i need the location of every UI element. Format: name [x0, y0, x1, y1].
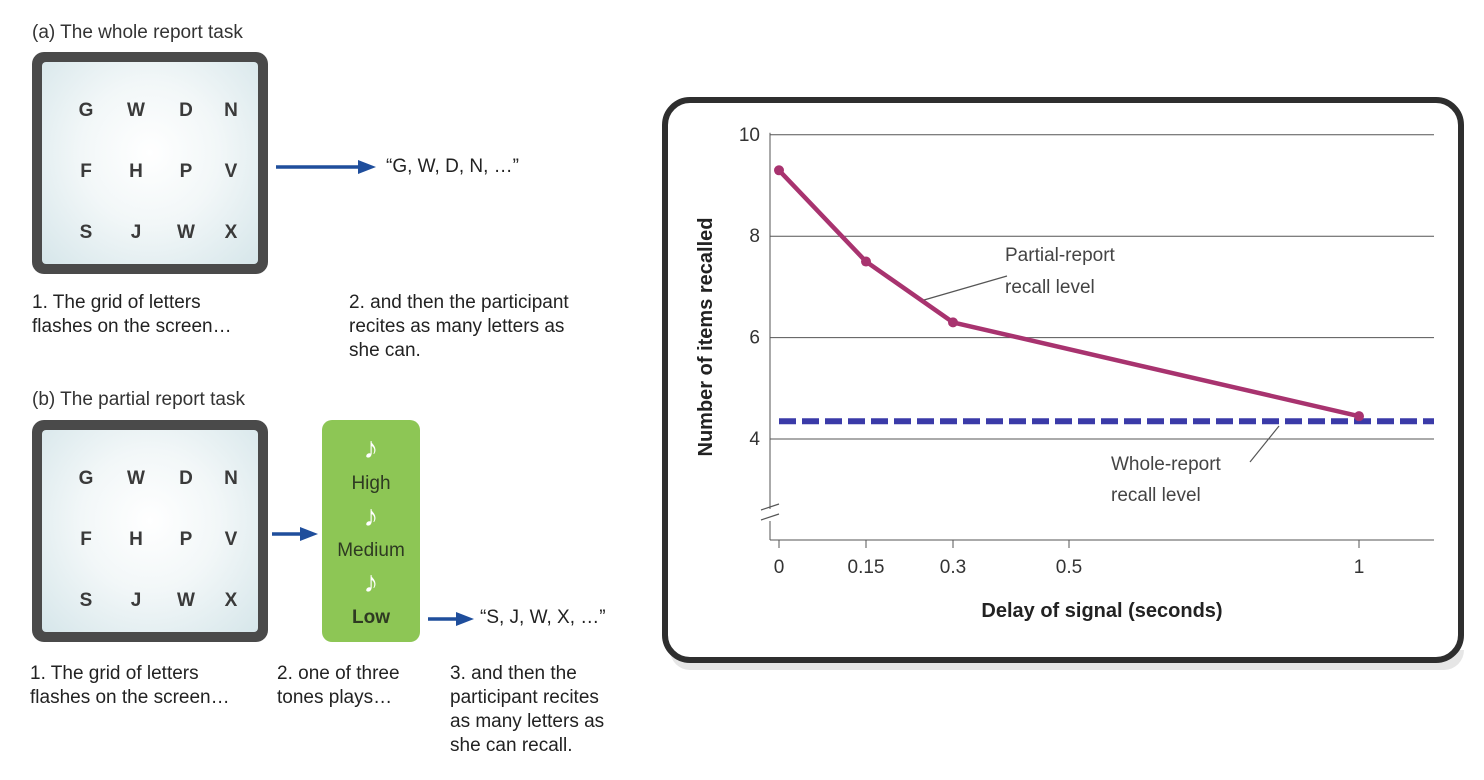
caption-line: 1. The grid of letters: [30, 663, 199, 684]
chart-labels: 4 6 8 10 0 0.15 0.3 0.5 1 Delay of signal (second…: [695, 125, 1364, 622]
grid-letter: P: [179, 161, 193, 182]
grid-letter: W: [177, 222, 195, 243]
panel-b-response-arrow-icon: [428, 612, 474, 626]
grid-letter: W: [127, 468, 145, 489]
caption-line: flashes on the screen…: [30, 687, 230, 708]
panel-a-response: “G, W, D, N, …”: [386, 156, 519, 177]
x-tick-label: 0.3: [940, 557, 966, 578]
panel-b-title: (b) The partial report task: [32, 389, 245, 410]
axes: [760, 132, 1434, 548]
caption-line: 1. The grid of letters: [32, 292, 201, 313]
partial-report-line: [776, 168, 1362, 419]
music-note-icon: ♪: [363, 432, 379, 465]
grid-letter: N: [224, 468, 238, 489]
y-axis-title: Number of items recalled: [695, 218, 717, 457]
panel-a-caption-2: 2. and then the participant recites as m…: [349, 291, 569, 363]
x-tick-label: 1: [1354, 557, 1365, 578]
caption-line: 3. and then the: [450, 663, 577, 684]
y-tick-label: 4: [749, 429, 760, 450]
grid-letter: H: [129, 161, 143, 182]
partial-label-leader: [923, 275, 1008, 301]
tone-medium: Medium: [337, 540, 405, 561]
grid-letter: H: [129, 529, 143, 550]
grid-letter: P: [179, 529, 193, 550]
graph-frame: [662, 97, 1464, 663]
partial-report-point: [948, 317, 958, 328]
grid-letter: V: [224, 529, 238, 550]
tone-high: High: [351, 473, 391, 494]
grid-letter: X: [224, 590, 238, 611]
grid-letter: W: [177, 590, 195, 611]
panel-b-caption-2: 2. one of three tones plays…: [277, 662, 400, 710]
x-tick-label: 0: [774, 557, 785, 578]
caption-line: she can.: [349, 340, 421, 361]
grid-letter: W: [127, 100, 145, 121]
caption-line: 2. one of three: [277, 663, 400, 684]
grid-letter: D: [179, 468, 193, 489]
caption-line: as many letters as: [450, 711, 605, 732]
grid-letter: N: [224, 100, 238, 121]
music-note-icon: ♪: [363, 566, 379, 599]
panel-a-title: (a) The whole report task: [32, 22, 243, 43]
panel-b-arrow-icon: [272, 527, 318, 541]
caption-line: flashes on the screen…: [32, 316, 232, 337]
grid-letter: F: [80, 529, 92, 550]
recall-chart: 4 6 8 10 0 0.15 0.3 0.5 1 Delay of signal (second…: [695, 125, 1434, 622]
x-tick-label: 0.5: [1056, 557, 1082, 578]
grid-letter: S: [79, 222, 93, 243]
panel-b-response: “S, J, W, X, …”: [480, 607, 606, 628]
partial-label-line: recall level: [1005, 277, 1095, 298]
panel-b-caption-3: 3. and then the participant recites as m…: [450, 662, 604, 758]
grid-letter: G: [78, 100, 94, 121]
panel-a-arrow-icon: [276, 160, 376, 174]
partial-label-line: Partial-report: [1005, 245, 1116, 266]
grid-letter: X: [224, 222, 238, 243]
grid-letter: J: [130, 222, 142, 243]
tone-low: Low: [352, 607, 390, 628]
panel-a-letter-screen: G W D N F H P V S J W X: [32, 52, 268, 274]
series: [774, 165, 1434, 425]
caption-line: participant recites: [450, 687, 599, 708]
panel-a-caption-1: 1. The grid of letters flashes on the sc…: [32, 291, 232, 339]
y-tick-label: 10: [739, 125, 760, 146]
tone-box: ♪ High ♪ Medium ♪ Low: [322, 420, 420, 642]
axis-break-mark: [760, 503, 780, 511]
grid-letter: J: [130, 590, 142, 611]
axis-break-mark: [760, 513, 780, 521]
grid-letter: D: [179, 100, 193, 121]
partial-report-point: [774, 165, 784, 176]
panel-b-letter-screen: G W D N F H P V S J W X: [32, 420, 268, 642]
partial-report-point: [861, 256, 871, 267]
grid-letter: G: [78, 468, 94, 489]
grid-letter: F: [80, 161, 92, 182]
music-note-icon: ♪: [363, 500, 379, 533]
y-tick-label: 6: [749, 328, 760, 349]
grid-letter: S: [79, 590, 93, 611]
grid-letter: V: [224, 161, 238, 182]
x-axis-title: Delay of signal (seconds): [981, 600, 1222, 622]
caption-line: tones plays…: [277, 687, 393, 708]
caption-line: she can recall.: [450, 735, 573, 756]
panel-b-caption-1: 1. The grid of letters flashes on the sc…: [30, 662, 230, 710]
panel-a-screen-display: G W D N F H P V S J W X: [42, 62, 258, 264]
whole-label-line: Whole-report: [1111, 454, 1222, 475]
y-tick-label: 8: [749, 226, 760, 247]
whole-label-leader: [1249, 425, 1280, 463]
caption-line: 2. and then the participant: [349, 292, 569, 313]
panel-b-screen-display: G W D N F H P V S J W X: [42, 430, 258, 632]
whole-label-line: recall level: [1111, 485, 1201, 506]
partial-report-point: [1354, 411, 1364, 422]
x-tick-label: 0.15: [848, 557, 885, 578]
grid-lines: [770, 134, 1434, 440]
caption-line: recites as many letters as: [349, 316, 565, 337]
